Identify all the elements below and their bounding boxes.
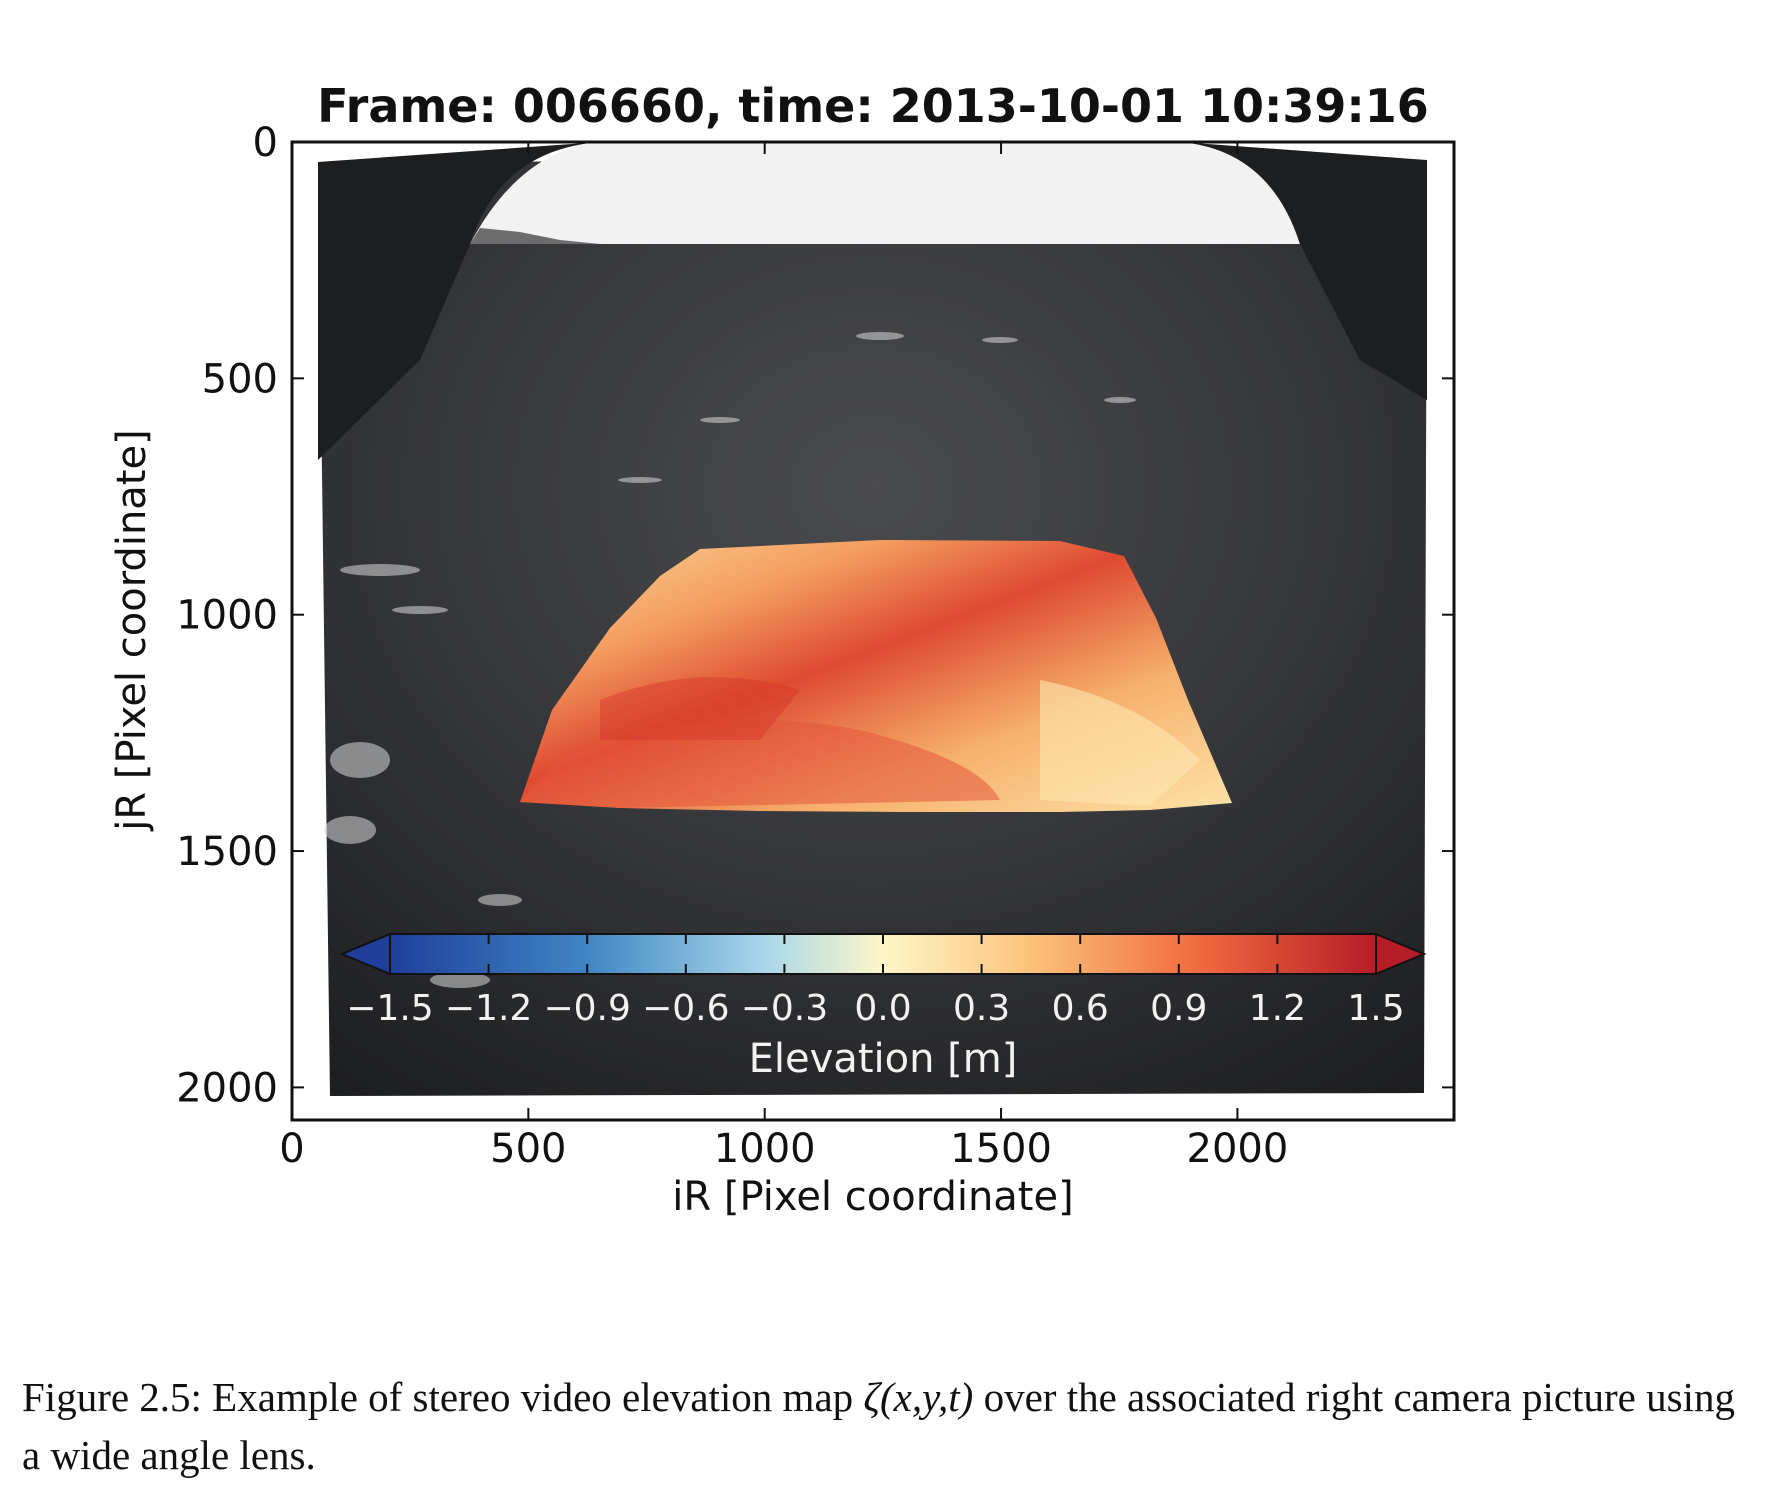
x-tick-label: 1000 bbox=[714, 1126, 816, 1172]
y-tick-label: 1000 bbox=[176, 593, 278, 639]
colorbar-tick-label: −0.3 bbox=[741, 988, 828, 1029]
x-tick-label: 0 bbox=[279, 1126, 304, 1172]
figure-caption: Figure 2.5: Example of stereo video elev… bbox=[22, 1368, 1742, 1484]
y-tick-label: 1500 bbox=[176, 829, 278, 875]
colorbar-tick-label: −1.5 bbox=[346, 988, 433, 1029]
x-tick-label: 1500 bbox=[950, 1126, 1052, 1172]
x-tick-label: 500 bbox=[490, 1126, 566, 1172]
colorbar-tick-label: −0.9 bbox=[543, 988, 630, 1029]
colorbar-tick-label: −1.2 bbox=[445, 988, 532, 1029]
colorbar-tick-label: 1.5 bbox=[1347, 988, 1404, 1029]
colorbar-label: Elevation [m] bbox=[749, 1036, 1018, 1082]
axes: −1.5 −1.2 −0.9 −0.6 −0.3 0.0 0.3 0.6 0.9 1.2 1.5 E… bbox=[176, 120, 1456, 1172]
sky-region bbox=[470, 142, 1300, 244]
y-axis-label: jR [Pixel coordinate] bbox=[109, 429, 155, 831]
colorbar-tick-label: 0.6 bbox=[1052, 988, 1109, 1029]
colorbar-tick-label: 0.0 bbox=[854, 988, 911, 1029]
y-tick-label: 2000 bbox=[176, 1065, 278, 1111]
colorbar-tick-label: −0.6 bbox=[642, 988, 729, 1029]
caption-math: ζ(x,y,t) bbox=[863, 1374, 974, 1420]
caption-prefix: Figure 2.5: Example of stereo video elev… bbox=[22, 1374, 864, 1420]
colorbar-tick-label: 0.3 bbox=[953, 988, 1010, 1029]
colorbar-tick-label: 0.9 bbox=[1150, 988, 1207, 1029]
caption-suffix: over the associated right camera picture… bbox=[22, 1374, 1735, 1478]
x-tick-label: 2000 bbox=[1187, 1126, 1289, 1172]
colorbar-tick-label: 1.2 bbox=[1249, 988, 1306, 1029]
y-tick-label: 0 bbox=[253, 120, 278, 166]
x-axis-label: iR [Pixel coordinate] bbox=[672, 1174, 1073, 1220]
colorbar: −1.5 −1.2 −0.9 −0.6 −0.3 0.0 0.3 0.6 0.9 1.2 1.5 E… bbox=[339, 932, 1427, 1082]
plot-title: Frame: 006660, time: 2013-10-01 10:39:16 bbox=[317, 79, 1429, 133]
y-tick-label: 500 bbox=[202, 356, 278, 402]
